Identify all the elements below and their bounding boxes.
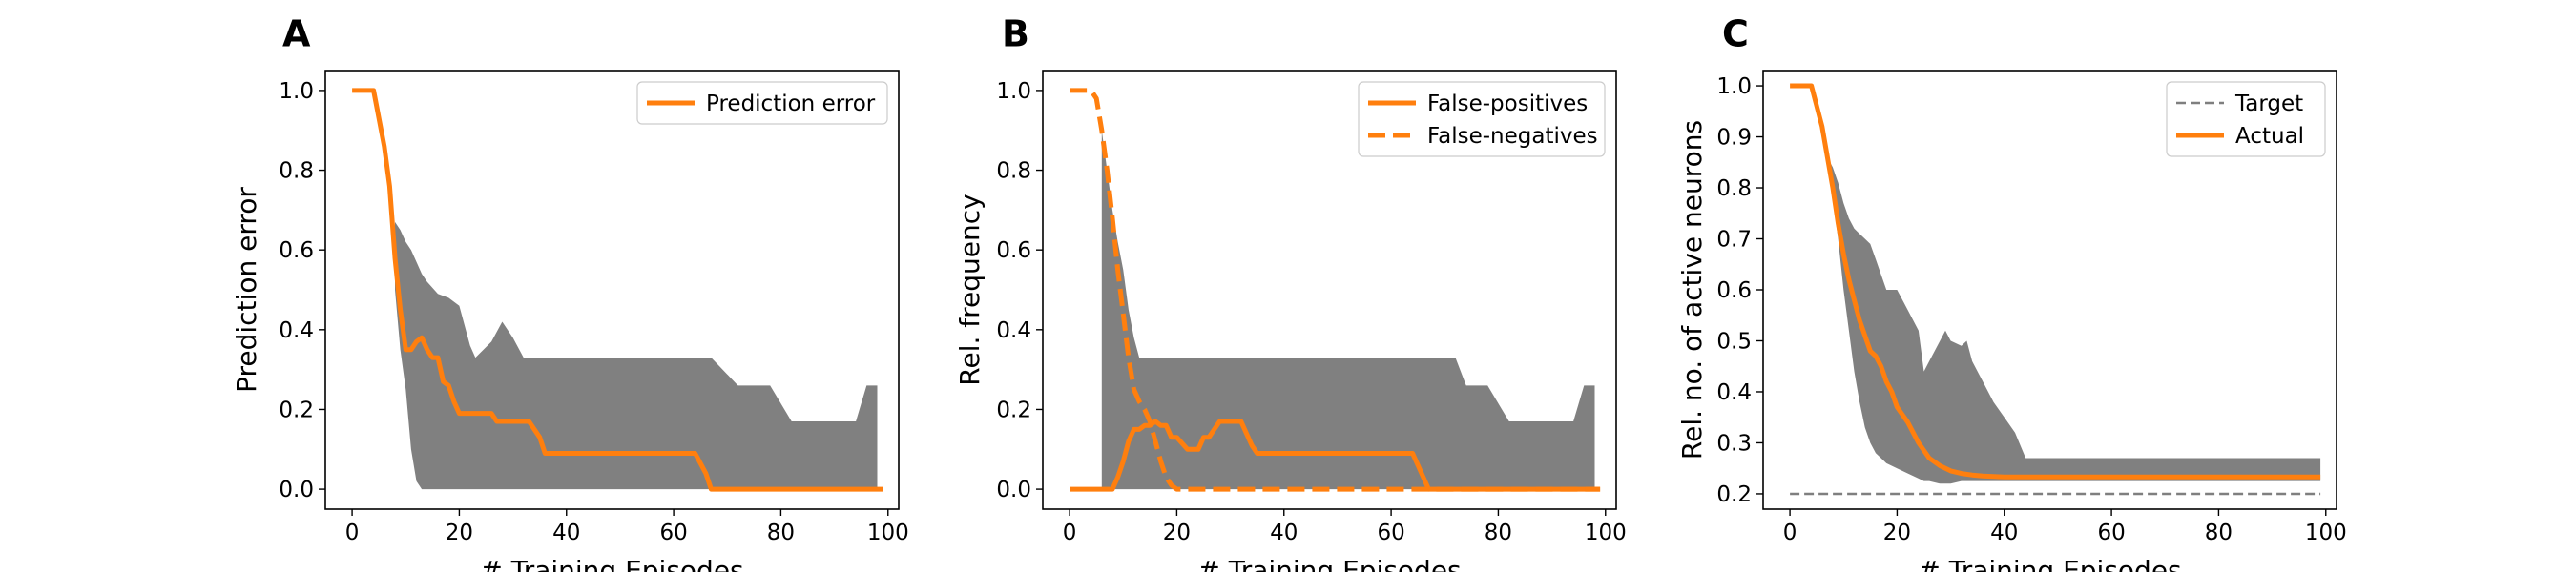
- y-axis-label: Rel. no. of active neurons: [1676, 120, 1708, 460]
- x-tick-label: 20: [1163, 521, 1191, 545]
- x-tick-label: 100: [867, 521, 909, 545]
- legend-entry: Target: [2234, 92, 2303, 116]
- y-axis-label: Prediction error: [231, 187, 262, 393]
- y-tick-label: 0.8: [996, 159, 1031, 184]
- panel-b: B 0 20 40 60 80 100 0.0 0.2 0.4 0.6 0.8 1.0 # Trainin…: [954, 13, 1627, 572]
- x-axis-label: # Training Episodes: [480, 555, 743, 572]
- x-axis-label: # Training Episodes: [1197, 555, 1461, 572]
- panel-letter: A: [282, 13, 311, 55]
- y-axis-label: Rel. frequency: [954, 194, 986, 385]
- panel-a: A 0 20 40 60 80 100 0.0 0.2 0.4 0.6 0.8 1.0 # Trainin…: [231, 13, 909, 572]
- y-tick-label: 0.6: [279, 238, 314, 263]
- x-tick-label: 60: [1377, 521, 1404, 545]
- x-tick-label: 0: [1783, 521, 1797, 545]
- x-tick-label: 80: [2205, 521, 2233, 545]
- y-tick-label: 0.9: [1716, 126, 1752, 151]
- x-tick-label: 20: [446, 521, 473, 545]
- y-tick-label: 0.4: [996, 318, 1031, 343]
- y-tick-label: 0.5: [1716, 329, 1752, 354]
- y-tick-label: 0.4: [279, 318, 314, 343]
- x-tick-label: 0: [345, 521, 360, 545]
- legend-entry: Prediction error: [706, 92, 876, 116]
- x-tick-label: 40: [1990, 521, 2018, 545]
- variance-band: [1101, 130, 1595, 490]
- x-tick-label: 100: [2305, 521, 2347, 545]
- y-tick-label: 0.8: [279, 159, 314, 184]
- x-axis-label: # Training Episodes: [1918, 555, 2181, 572]
- legend-entry: Actual: [2235, 124, 2304, 149]
- x-tick-label: 60: [2097, 521, 2125, 545]
- variance-band: [395, 221, 878, 490]
- y-tick-label: 0.6: [1716, 278, 1752, 303]
- plot-frame: [1042, 70, 1617, 510]
- y-tick-label: 0.8: [1716, 176, 1752, 201]
- x-tick-label: 40: [1270, 521, 1298, 545]
- y-tick-label: 0.3: [1716, 431, 1752, 456]
- x-tick-label: 80: [767, 521, 795, 545]
- x-tick-label: 0: [1063, 521, 1077, 545]
- y-tick-label: 0.2: [1716, 482, 1752, 507]
- y-tick-label: 0.6: [996, 238, 1031, 263]
- x-tick-label: 80: [1485, 521, 1512, 545]
- variance-band: [1827, 156, 2321, 484]
- y-tick-label: 0.7: [1716, 228, 1752, 253]
- series-line-actual: [1790, 83, 2321, 480]
- x-tick-label: 100: [1585, 521, 1627, 545]
- legend-entry: False-negatives: [1427, 124, 1598, 149]
- y-tick-label: 0.0: [996, 478, 1031, 502]
- series-line-prediction-error: [352, 88, 883, 492]
- x-tick-label: 60: [659, 521, 687, 545]
- x-tick-label: 40: [552, 521, 580, 545]
- legend-box: [1358, 81, 1606, 157]
- plot-frame: [324, 70, 900, 510]
- legend-box: [636, 81, 888, 125]
- panel-letter: B: [1002, 13, 1029, 55]
- y-tick-label: 0.4: [1716, 380, 1752, 405]
- panel-letter: C: [1722, 13, 1749, 55]
- y-tick-label: 1.0: [996, 79, 1031, 104]
- y-tick-label: 1.0: [279, 79, 314, 104]
- x-tick-label: 20: [1883, 521, 1911, 545]
- series-line-false-negatives: [1070, 88, 1601, 492]
- y-tick-label: 1.0: [1716, 74, 1752, 99]
- y-tick-label: 0.2: [279, 398, 314, 422]
- y-tick-label: 0.2: [996, 398, 1031, 422]
- panel-c: C 0 20 40 60 80 100 0.2 0.3 0.4 0.5 0.6 0.7 0.8 0.9 1.0…: [1676, 13, 2347, 572]
- series-line-false-positives: [1070, 419, 1601, 492]
- legend-entry: False-positives: [1427, 92, 1588, 116]
- y-tick-label: 0.0: [279, 478, 314, 502]
